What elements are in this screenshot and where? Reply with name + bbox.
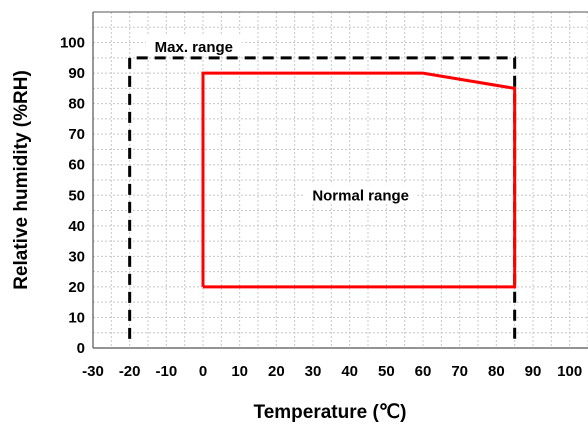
x-tick-label: -30 bbox=[82, 363, 104, 380]
tick-labels: -30 -20 -10 0 10 20 30 40 50 60 70 80 90 100 0 10 20 30 40… bbox=[60, 35, 582, 380]
annotation-label: Normal range bbox=[312, 187, 409, 204]
series-line-max-range bbox=[128, 56, 517, 339]
x-tick-label: 50 bbox=[378, 363, 395, 380]
x-tick-label: 30 bbox=[305, 363, 322, 380]
x-tick-label: 40 bbox=[341, 363, 358, 380]
x-tick-label: 70 bbox=[451, 363, 468, 380]
y-tick-label: 10 bbox=[68, 309, 85, 326]
y-tick-label: 100 bbox=[60, 35, 85, 52]
y-tick-label: 60 bbox=[68, 157, 85, 174]
y-axis-label: Relative humidity (%RH) bbox=[11, 70, 32, 290]
y-tick-label: 70 bbox=[68, 126, 85, 143]
y-tick-label: 0 bbox=[77, 340, 85, 357]
x-tick-label: 60 bbox=[415, 363, 432, 380]
annotations: Max. range Normal range bbox=[145, 36, 418, 205]
annotation-label: Max. range bbox=[155, 39, 233, 56]
y-tick-label: 80 bbox=[68, 96, 85, 113]
x-tick-label: 90 bbox=[525, 363, 542, 380]
annotation-background bbox=[145, 36, 242, 57]
y-tick-label: 90 bbox=[68, 65, 85, 82]
x-tick-label: 80 bbox=[488, 363, 505, 380]
x-tick-label: -10 bbox=[155, 363, 177, 380]
x-tick-label: 10 bbox=[231, 363, 248, 380]
series-layer bbox=[128, 56, 517, 339]
series-line-normal-range bbox=[201, 71, 517, 289]
y-tick-label: 30 bbox=[68, 248, 85, 265]
grid bbox=[92, 11, 588, 349]
x-axis-label: Temperature (℃) bbox=[254, 402, 407, 423]
x-tick-label: 20 bbox=[268, 363, 285, 380]
x-tick-label: 0 bbox=[199, 363, 207, 380]
x-tick-label: -20 bbox=[119, 363, 141, 380]
x-tick-label: 100 bbox=[557, 363, 582, 380]
y-tick-label: 40 bbox=[68, 218, 85, 235]
annotation-background bbox=[304, 184, 418, 205]
y-tick-label: 50 bbox=[68, 187, 85, 204]
y-tick-label: 20 bbox=[68, 279, 85, 296]
